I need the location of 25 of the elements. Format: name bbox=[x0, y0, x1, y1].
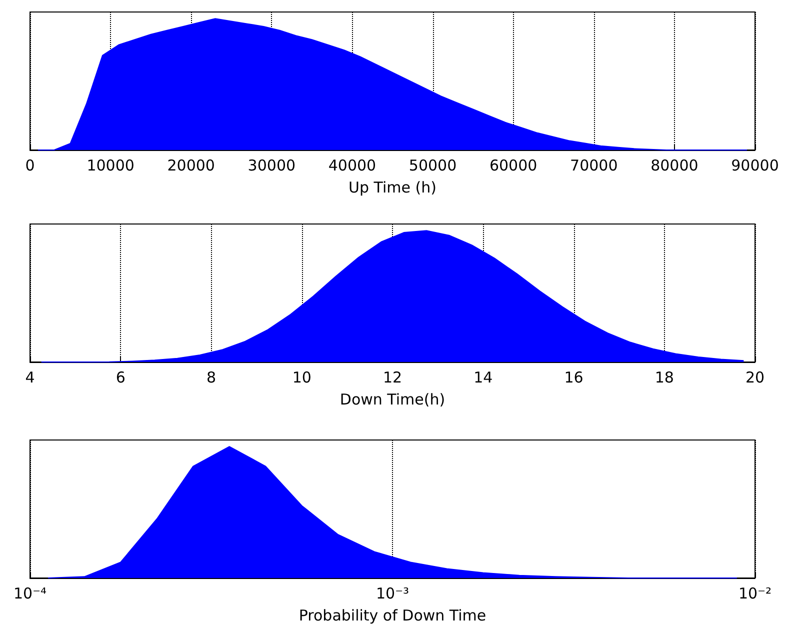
x-tick-label: 80000 bbox=[650, 156, 698, 174]
x-tick-label: 10⁻⁴ bbox=[13, 584, 47, 602]
x-tick-label: 14 bbox=[474, 368, 493, 386]
x-tick-label: 0 bbox=[25, 156, 35, 174]
x-tick-label: 4 bbox=[25, 368, 35, 386]
x-tick-label: 6 bbox=[116, 368, 126, 386]
x-tick-label: 30000 bbox=[248, 156, 296, 174]
x-axis-title: Probability of Down Time bbox=[298, 606, 486, 624]
x-tick-label: 10⁻² bbox=[738, 584, 772, 602]
x-axis-title: Up Time (h) bbox=[348, 178, 436, 196]
x-tick-label: 10000 bbox=[86, 156, 134, 174]
x-tick-label: 12 bbox=[382, 368, 402, 386]
x-tick-label: 40000 bbox=[328, 156, 376, 174]
x-tick-label: 8 bbox=[206, 368, 216, 386]
x-tick-label: 90000 bbox=[731, 156, 779, 174]
x-axis-title: Down Time(h) bbox=[340, 390, 446, 408]
x-tick-label: 18 bbox=[654, 368, 674, 386]
x-tick-label: 10 bbox=[292, 368, 312, 386]
x-tick-label: 50000 bbox=[408, 156, 457, 174]
x-tick-label: 10⁻³ bbox=[376, 584, 410, 602]
x-tick-label: 20 bbox=[745, 368, 765, 386]
x-tick-label: 60000 bbox=[489, 156, 538, 174]
x-tick-label: 16 bbox=[564, 368, 584, 386]
x-tick-label: 20000 bbox=[167, 156, 215, 174]
x-tick-label: 70000 bbox=[570, 156, 618, 174]
